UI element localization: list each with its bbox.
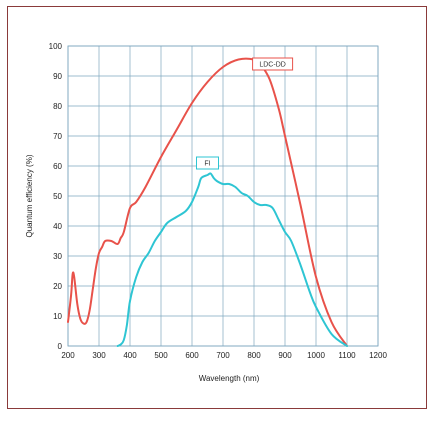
y-axis-label: Quantum efficiency (%) — [25, 154, 34, 237]
legend-label-fi: FI — [204, 161, 210, 168]
x-tick-label: 1100 — [338, 351, 356, 360]
x-tick-label: 1000 — [307, 351, 325, 360]
y-tick-label: 60 — [53, 162, 62, 171]
plot-border — [67, 45, 379, 347]
x-tick-label: 800 — [247, 351, 261, 360]
x-axis-ticks: 200 300 400 500 600 700 800 900 1000 1100 1200 — [61, 351, 387, 360]
y-tick-label: 0 — [58, 342, 63, 351]
y-tick-label: 10 — [53, 312, 62, 321]
legend-label-ldc-dd: LDC-DD — [259, 62, 285, 69]
series-layer — [67, 57, 348, 347]
y-tick-label: 20 — [53, 282, 62, 291]
legend-layer: LDC-DD FI — [196, 57, 294, 170]
x-tick-label: 300 — [92, 351, 106, 360]
y-tick-label: 30 — [53, 252, 62, 261]
x-tick-label: 400 — [123, 351, 137, 360]
y-tick-label: 40 — [53, 222, 62, 231]
series-line-fi — [116, 172, 348, 347]
x-axis-label: Wavelength (nm) — [199, 374, 260, 383]
y-tick-label: 70 — [53, 132, 62, 141]
legend-box-ldc-dd — [252, 57, 294, 71]
x-tick-label: 200 — [61, 351, 75, 360]
y-tick-label: 90 — [53, 72, 62, 81]
y-tick-label: 80 — [53, 102, 62, 111]
x-tick-label: 600 — [185, 351, 199, 360]
y-axis-ticks: 0 10 20 30 40 50 60 70 80 90 100 — [49, 42, 63, 351]
x-tick-label: 1200 — [369, 351, 387, 360]
y-tick-label: 50 — [53, 192, 62, 201]
grid — [67, 45, 379, 347]
x-tick-label: 500 — [154, 351, 168, 360]
legend-box-fi — [196, 156, 219, 170]
x-tick-label: 900 — [278, 351, 292, 360]
series-line-ldc-dd — [67, 57, 348, 347]
y-tick-label: 100 — [49, 42, 63, 51]
x-tick-label: 700 — [216, 351, 230, 360]
